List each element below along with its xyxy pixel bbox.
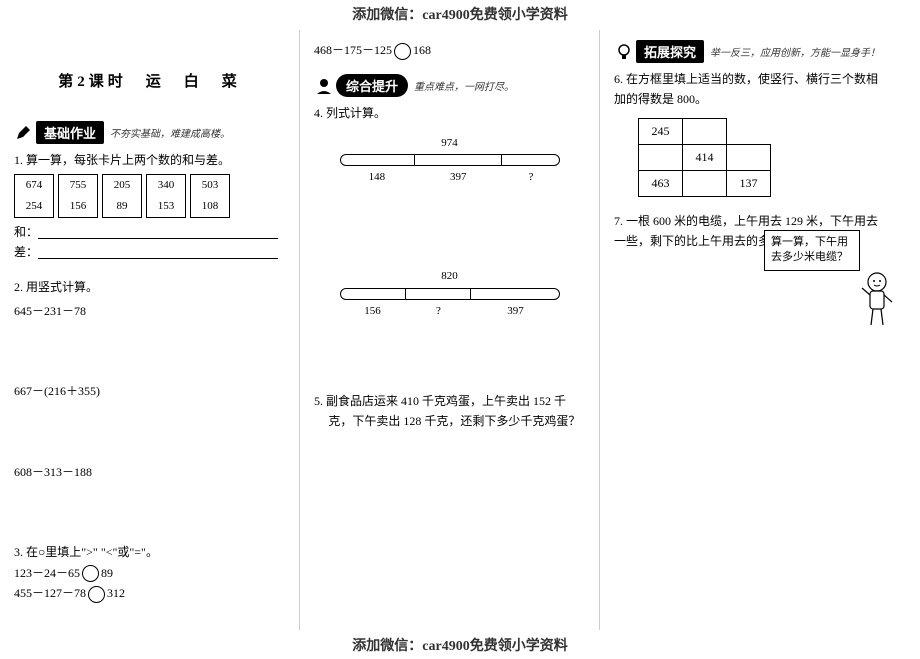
top-compare-expr: 468－175－125 168 xyxy=(314,40,585,60)
banner-ext-sub: 举一反三，应用创新，方能一显身手！ xyxy=(710,44,880,59)
card-top: 340 xyxy=(147,175,185,196)
speech-bubble: 算一算，下午用去多少米电缆？ xyxy=(764,230,860,271)
pencil-icon xyxy=(14,123,34,143)
q1: 1. 算一算，每张卡片上两个数的和与差。 6742547551562058934… xyxy=(14,150,285,263)
banner-ext-label: 拓展探究 xyxy=(636,40,704,63)
banner-basic-sub: 不夯实基础，难建成高楼。 xyxy=(110,125,230,140)
blank-circle-icon xyxy=(88,586,105,603)
grid-cell xyxy=(727,118,771,144)
grid-cell: 463 xyxy=(639,170,683,196)
q3-line-0: 123－24－65 89 xyxy=(14,563,285,583)
q3-left-0: 123－24－65 xyxy=(14,566,80,580)
card-top: 205 xyxy=(103,175,141,196)
column-2: 468－175－125 168 综合提升 重点难点，一网打尽。 4. 列式计算。 … xyxy=(300,30,600,630)
bar-seg-label: 397 xyxy=(414,168,502,187)
q2-item-2: 608－313－188 xyxy=(14,462,285,482)
banner-comp-label: 综合提升 xyxy=(336,74,408,97)
grid-cell xyxy=(683,118,727,144)
bar-segment xyxy=(341,155,415,165)
bar2-box xyxy=(340,288,560,300)
card-bot: 89 xyxy=(103,196,141,217)
bar-seg-label: ? xyxy=(406,302,472,321)
q4: 4. 列式计算。 974 148397? 820 156?397 xyxy=(314,103,585,320)
sum-label: 和： xyxy=(14,225,38,239)
q3-right-0: 89 xyxy=(101,566,113,580)
q6: 6. 在方框里填上适当的数，使竖行、横行三个数相加的得数是 800。 24541… xyxy=(614,69,886,197)
bar-seg-label: 156 xyxy=(340,302,406,321)
q1-text: 1. 算一算，每张卡片上两个数的和与差。 xyxy=(14,150,285,170)
grid-cell: 414 xyxy=(683,144,727,170)
q1-cards: 67425475515620589340153503108 xyxy=(14,174,285,217)
bar-diagram-1: 974 148397? xyxy=(340,134,560,187)
child-character-icon xyxy=(858,270,896,340)
number-card: 340153 xyxy=(146,174,186,217)
bar-seg-label: 397 xyxy=(472,302,560,321)
section-banner-extend: 拓展探究 举一反三，应用创新，方能一显身手！ xyxy=(614,40,886,63)
q3-left-1: 455－127－78 xyxy=(14,586,86,600)
bar-diagram-2: 820 156?397 xyxy=(340,267,560,320)
child-read-icon xyxy=(314,76,334,96)
top-expr-right: 168 xyxy=(413,43,431,57)
q6-text: 6. 在方框里填上适当的数，使竖行、横行三个数相加的得数是 800。 xyxy=(614,69,886,110)
diff-blank xyxy=(38,247,278,259)
q2-item-0: 645－231－78 xyxy=(14,301,285,321)
lightbulb-icon xyxy=(614,42,634,62)
bar-seg-label: 148 xyxy=(340,168,415,187)
blank-circle-icon xyxy=(394,43,411,60)
q2: 2. 用竖式计算。 645－231－78 667－(216＋355) 608－3… xyxy=(14,277,285,483)
card-bot: 156 xyxy=(59,196,97,217)
sum-blank xyxy=(38,227,278,239)
watermark-top: 添加微信：car4900免费领小学资料 xyxy=(352,4,567,24)
grid-cell xyxy=(683,170,727,196)
blank-circle-icon xyxy=(82,565,99,582)
q3-line-1: 455－127－78 312 xyxy=(14,583,285,603)
banner-basic-label: 基础作业 xyxy=(36,121,104,144)
q2-text: 2. 用竖式计算。 xyxy=(14,277,285,297)
number-card: 20589 xyxy=(102,174,142,217)
q3-right-1: 312 xyxy=(107,586,125,600)
q5: 5. 副食品店运来 410 千克鸡蛋，上午卖出 152 千克，下午卖出 128 … xyxy=(314,391,585,432)
lesson-title: 第2课时 运 白 菜 xyxy=(14,70,285,91)
diff-label: 差： xyxy=(14,245,38,259)
grid-cell xyxy=(727,144,771,170)
bar-seg-label: ? xyxy=(502,168,559,187)
bar-segment xyxy=(415,155,502,165)
column-1: 第2课时 运 白 菜 基础作业 不夯实基础，难建成高楼。 1. 算一算，每张卡片… xyxy=(0,30,300,630)
q2-item-1: 667－(216＋355) xyxy=(14,381,285,401)
bar1-box xyxy=(340,154,560,166)
q4-text: 4. 列式计算。 xyxy=(314,103,585,123)
bar-segment xyxy=(406,289,471,299)
card-top: 674 xyxy=(15,175,53,196)
q3-text: 3. 在○里填上">" "<"或"="。 xyxy=(14,542,285,562)
card-bot: 254 xyxy=(15,196,53,217)
bar1-total: 974 xyxy=(340,134,560,153)
bar-segment xyxy=(502,155,559,165)
section-banner-basic: 基础作业 不夯实基础，难建成高楼。 xyxy=(14,121,285,144)
card-bot: 108 xyxy=(191,196,229,217)
bar-segment xyxy=(471,289,558,299)
bar1-labels: 148397? xyxy=(340,168,560,187)
grid-cell xyxy=(639,144,683,170)
card-top: 755 xyxy=(59,175,97,196)
top-expr-left: 468－175－125 xyxy=(314,43,392,57)
grid-cell: 245 xyxy=(639,118,683,144)
card-top: 503 xyxy=(191,175,229,196)
card-bot: 153 xyxy=(147,196,185,217)
bar2-total: 820 xyxy=(340,267,560,286)
watermark-bottom: 添加微信：car4900免费领小学资料 xyxy=(352,635,567,655)
number-card: 674254 xyxy=(14,174,54,217)
q6-grid: 245414463 137 xyxy=(638,118,771,197)
grid-cell: 137 xyxy=(727,170,771,196)
bar2-labels: 156?397 xyxy=(340,302,560,321)
banner-comp-sub: 重点难点，一网打尽。 xyxy=(414,78,514,93)
bar-segment xyxy=(341,289,406,299)
q3: 3. 在○里填上">" "<"或"="。 123－24－65 89 455－127… xyxy=(14,542,285,603)
number-card: 755156 xyxy=(58,174,98,217)
column-3: 拓展探究 举一反三，应用创新，方能一显身手！ 6. 在方框里填上适当的数，使竖行… xyxy=(600,30,900,630)
section-banner-comprehensive: 综合提升 重点难点，一网打尽。 xyxy=(314,74,585,97)
number-card: 503108 xyxy=(190,174,230,217)
worksheet-page: 第2课时 运 白 菜 基础作业 不夯实基础，难建成高楼。 1. 算一算，每张卡片… xyxy=(0,30,920,630)
